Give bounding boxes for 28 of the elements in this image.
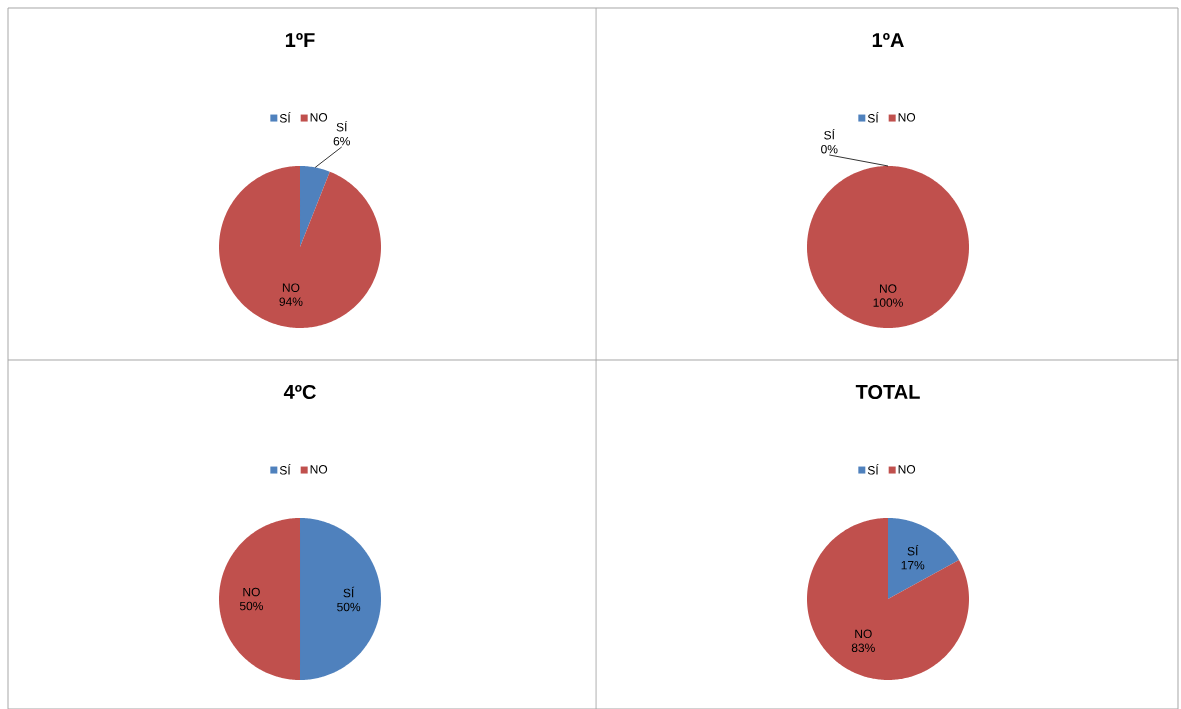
data-label: 50%: [337, 602, 361, 612]
legend-label: SÍ: [279, 464, 291, 475]
slice-label: NO: [879, 284, 897, 293]
data-label: 17%: [901, 561, 925, 570]
slice-label: NO: [855, 629, 872, 639]
legend-label: NO: [310, 465, 328, 474]
chart-title: 4ºC: [283, 384, 316, 400]
data-label: 6%: [333, 136, 350, 146]
legend-label: NO: [310, 113, 328, 122]
legend-label: SÍ: [867, 112, 879, 123]
chart-title: 1ºA: [872, 33, 904, 47]
data-label: 94%: [279, 297, 303, 306]
data-label: 50%: [239, 601, 263, 611]
data-label: 100%: [873, 298, 903, 307]
data-label: 83%: [851, 643, 875, 653]
category-label: SÍ: [824, 128, 835, 140]
slice-label: NO: [282, 283, 300, 292]
slice-label: SÍ: [343, 586, 355, 598]
text: 0%: [821, 144, 838, 154]
slice-label: SÍ: [336, 120, 348, 132]
slice-label: SÍ: [907, 544, 919, 556]
legend-label: SÍ: [867, 464, 879, 475]
legend-label: NO: [898, 113, 916, 122]
chart-title: 1ºF: [285, 33, 315, 47]
slice-label: NO: [243, 587, 260, 597]
legend-label: SÍ: [279, 112, 291, 123]
legend-label: NO: [898, 465, 916, 474]
chart-title: TOTAL: [855, 384, 920, 400]
